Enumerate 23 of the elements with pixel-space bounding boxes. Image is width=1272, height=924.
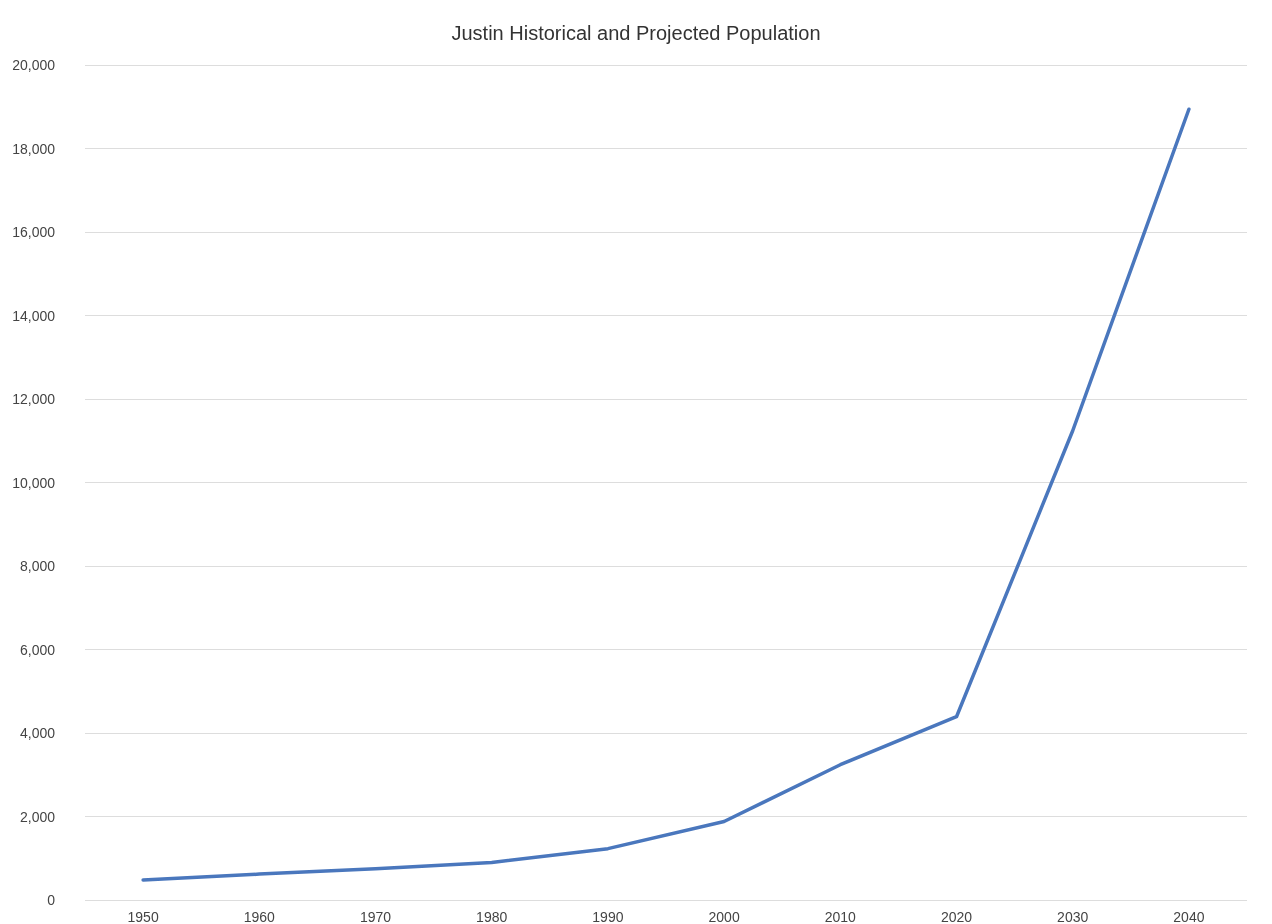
x-tick-label: 1990 <box>592 909 624 924</box>
x-tick-label: 2010 <box>824 909 857 924</box>
x-tick-label: 2020 <box>940 909 973 924</box>
x-tick-label: 2030 <box>1057 909 1089 924</box>
x-tick-label: 2000 <box>708 909 740 924</box>
chart-title: Justin Historical and Projected Population <box>451 22 821 44</box>
y-tick-label: 4,000 <box>19 725 56 741</box>
y-tick-label: 18,000 <box>12 140 56 157</box>
x-tick-label: 2040 <box>1173 909 1205 924</box>
y-tick-label: 2,000 <box>19 808 56 825</box>
y-tick-label: 20,000 <box>12 57 56 73</box>
x-tick-label: 1950 <box>127 909 159 924</box>
y-tick-label: 10,000 <box>12 474 56 491</box>
x-tick-label: 1960 <box>243 909 276 924</box>
y-tick-label: 6,000 <box>19 641 56 658</box>
y-tick-label: 12,000 <box>12 391 56 407</box>
y-tick-label: 0 <box>47 892 56 908</box>
y-tick-label: 8,000 <box>19 558 56 574</box>
line-series <box>141 107 1191 882</box>
y-tick-label: 16,000 <box>12 224 56 240</box>
x-tick-label: 1970 <box>359 909 392 924</box>
y-tick-label: 14,000 <box>12 307 56 324</box>
x-tick-label: 1980 <box>476 909 508 924</box>
